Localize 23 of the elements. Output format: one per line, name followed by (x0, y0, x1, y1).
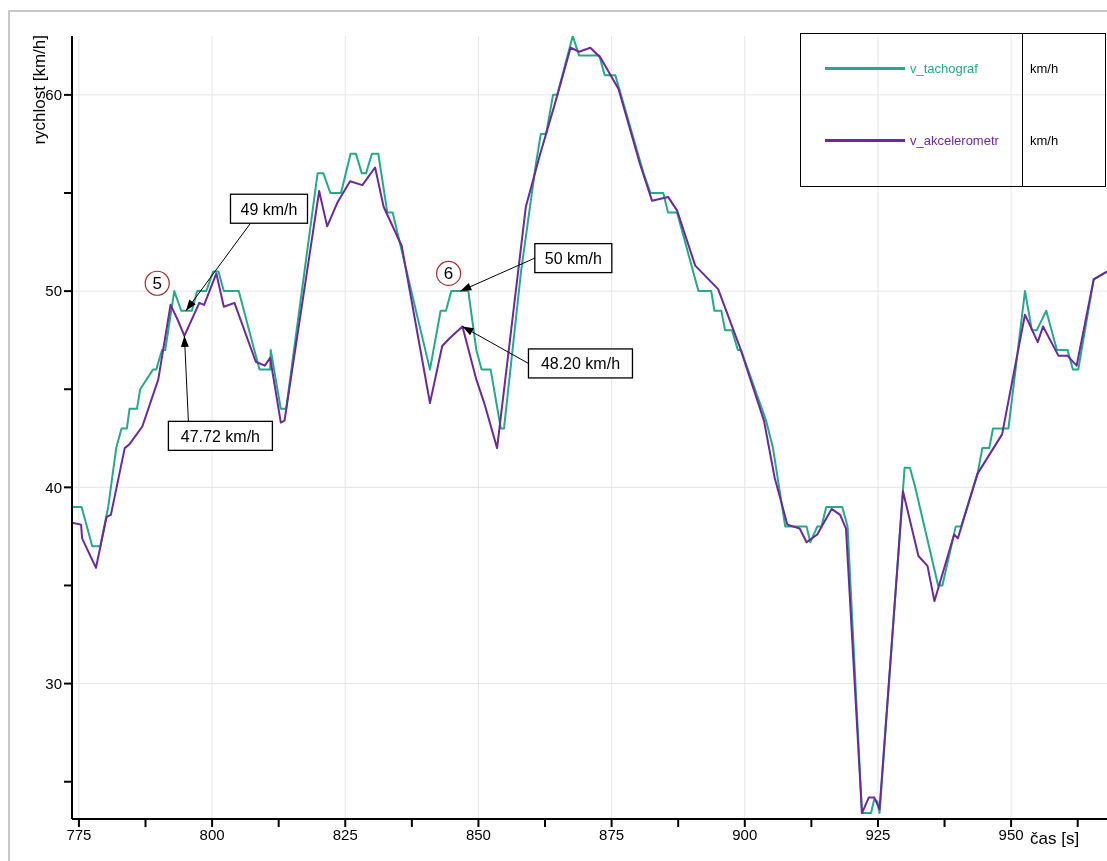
annotation: 6 (443, 264, 454, 284)
annotation: 49 km/h (240, 200, 298, 218)
annotation: 47.72 km/h (180, 427, 260, 445)
text: v_akcelerometr (910, 132, 1000, 148)
x-tick-label: 775 (66, 825, 92, 843)
annotation: 48.20 km/h (540, 355, 621, 373)
y-tick-label: 40 (45, 478, 62, 496)
x-tick-label: 825 (332, 825, 358, 843)
y-tick-label: 30 (45, 674, 62, 692)
annotation: km/h (1030, 61, 1060, 76)
y-tick-label: 60 (45, 86, 62, 104)
annotation: 5 (152, 274, 162, 294)
annotation: km/h (1030, 133, 1060, 148)
x-tick-label: 925 (865, 825, 891, 843)
x-tick-label: 950 (998, 825, 1024, 843)
annotation: 50 km/h (544, 250, 602, 268)
x-axis-title: čas [s] (1030, 829, 1080, 849)
x-tick-label: 900 (732, 825, 758, 843)
y-tick-label: 50 (45, 282, 62, 300)
x-tick-label: 800 (199, 825, 225, 843)
text: v_tachograf (910, 60, 979, 76)
x-tick-label: 875 (599, 825, 625, 843)
x-tick-label: 850 (465, 825, 491, 843)
